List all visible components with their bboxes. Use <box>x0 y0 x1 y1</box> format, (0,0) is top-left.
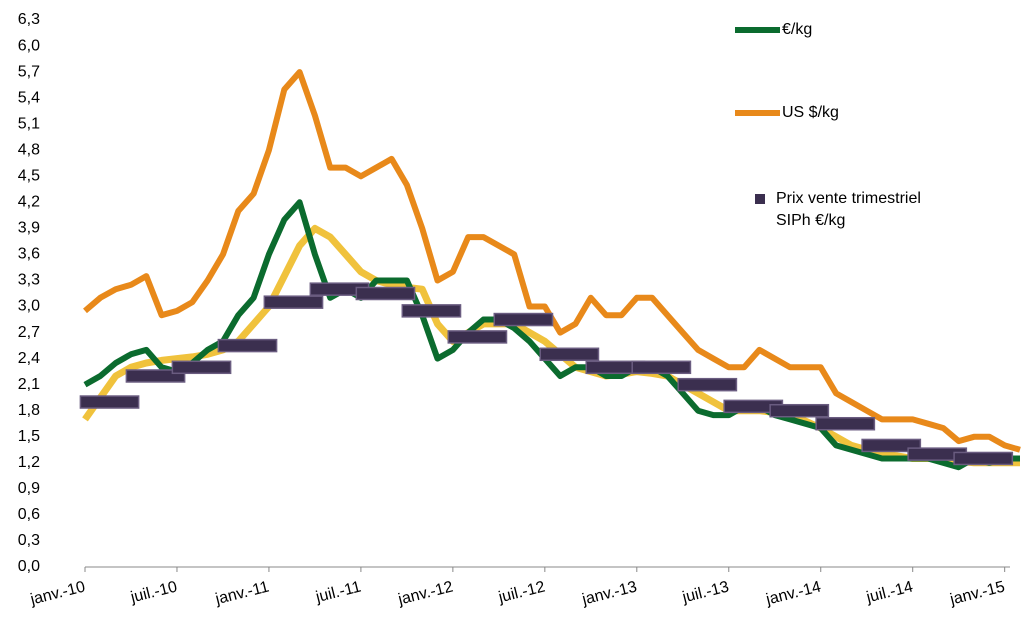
x-tick-label: janv.-11 <box>213 578 271 608</box>
x-tick-label: juil.-12 <box>496 578 547 606</box>
quarter-bar <box>861 438 922 453</box>
y-tick-label: 1,5 <box>18 428 40 445</box>
y-tick-label: 1,8 <box>18 402 40 419</box>
x-tick-label: juil.-10 <box>128 578 179 606</box>
y-tick-label: 2,1 <box>18 376 40 393</box>
y-tick-label: 4,5 <box>18 168 40 185</box>
legend-marker <box>755 194 765 204</box>
quarter-bar <box>263 295 324 309</box>
series-line <box>83 69 1021 453</box>
y-tick-label: 4,8 <box>18 141 40 158</box>
y-tick-label: 5,1 <box>18 115 40 132</box>
quarter-bar <box>677 377 738 392</box>
quarter-bar <box>815 416 876 431</box>
y-tick-label: 3,3 <box>18 272 40 289</box>
y-tick-label: 2,4 <box>18 350 40 367</box>
x-tick-label: janv.-10 <box>28 578 87 608</box>
quarter-bar <box>493 312 554 327</box>
x-tick-label: juil.-14 <box>864 578 915 606</box>
quarter-bar <box>769 403 830 418</box>
y-tick-label: 3,0 <box>18 298 40 315</box>
quarter-bar <box>401 304 462 318</box>
y-tick-label: 0,9 <box>18 480 40 497</box>
x-tick-label: janv.-15 <box>947 578 1006 608</box>
y-tick-label: 1,2 <box>18 454 40 471</box>
y-tick-label: 5,7 <box>18 63 40 80</box>
y-tick-label: 6,0 <box>18 37 40 54</box>
x-tick-label: janv.-13 <box>580 578 639 608</box>
y-tick-label: 4,2 <box>18 194 40 211</box>
y-tick-label: 0,6 <box>18 506 40 523</box>
quarter-bar <box>953 451 1014 466</box>
y-tick-label: 2,7 <box>18 324 40 341</box>
series-line <box>83 199 1020 471</box>
x-tick-label: juil.-13 <box>680 578 731 606</box>
quarter-bar <box>171 360 232 375</box>
quarter-bar <box>79 395 140 409</box>
quarter-bar <box>217 338 278 353</box>
quarter-bar <box>125 369 186 383</box>
y-tick-label: 5,4 <box>18 89 40 106</box>
quarter-bar <box>355 286 416 301</box>
x-tick-label: juil.-11 <box>313 578 363 606</box>
y-tick-label: 6,3 <box>18 11 40 28</box>
y-tick-label: 3,6 <box>18 246 40 263</box>
legend-label: Prix vente trimestriel SIPh €/kg <box>776 190 921 229</box>
y-tick-label: 0,3 <box>18 532 40 549</box>
legend-label: €/kg <box>782 21 812 38</box>
y-tick-label: 3,9 <box>18 220 40 237</box>
legend-label: US $/kg <box>782 104 839 121</box>
x-tick-label: janv.-14 <box>764 578 823 608</box>
quarter-bar <box>447 330 508 344</box>
quarter-bar <box>631 360 692 375</box>
y-tick-label: 0,0 <box>18 558 40 575</box>
quarter-bar <box>539 347 600 362</box>
x-tick-label: janv.-12 <box>396 578 455 608</box>
